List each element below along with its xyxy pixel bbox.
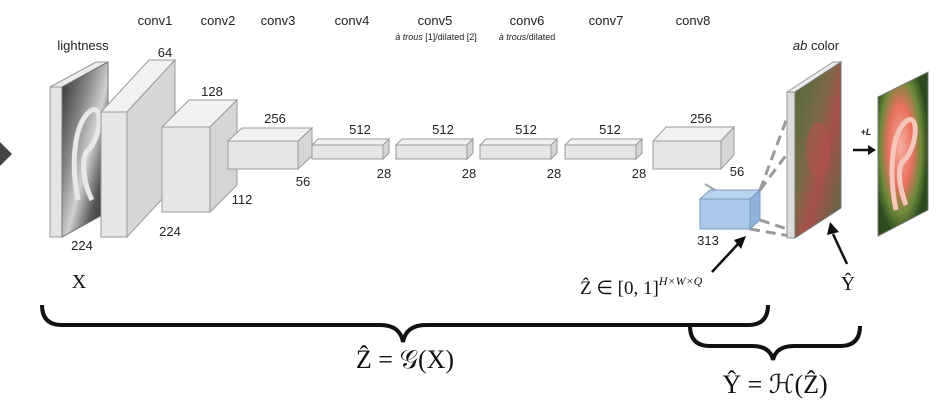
conv7-name: conv7 <box>589 13 624 28</box>
conv8-name: conv8 <box>676 13 711 28</box>
conv6-name: conv6 <box>510 13 545 28</box>
conv3-spatial: 56 <box>296 174 310 189</box>
y-arrow-line <box>831 233 849 265</box>
conv2-spatial: 112 <box>232 192 253 207</box>
conv5-block <box>394 137 475 161</box>
conv3-block <box>226 126 314 171</box>
ab-color-label: ab color <box>793 38 840 53</box>
input-size-label: 224 <box>71 238 93 253</box>
conv4-block <box>310 137 391 161</box>
conv6-note: à trous/dilated <box>499 32 556 42</box>
conv2-block <box>160 98 239 214</box>
conv6-block <box>478 137 559 161</box>
h-brace <box>688 325 862 361</box>
conv7-spatial: 28 <box>632 166 646 181</box>
y-arrow-icon <box>827 222 839 235</box>
conv5-spatial: 28 <box>462 166 476 181</box>
input-lightness-image <box>49 61 109 238</box>
output-distribution-block <box>698 188 762 231</box>
conv4-name: conv4 <box>335 13 370 28</box>
z-arrow-line <box>711 243 739 273</box>
output-channels: 313 <box>697 233 719 248</box>
conv1-channels: 64 <box>158 45 172 60</box>
conv7-block <box>563 137 644 161</box>
ab-color-image <box>785 61 843 239</box>
g-brace <box>40 304 770 343</box>
conv1-name: conv1 <box>138 13 173 28</box>
conv5-note: à trous [1]/dilated [2] <box>395 32 477 42</box>
h-formula: Ŷ = ℋ(Ẑ) <box>722 370 827 399</box>
conv8-spatial: 56 <box>730 164 744 179</box>
conv5-channels: 512 <box>432 122 454 137</box>
z-formula: Ẑ ∈ [0, 1]H×W×Q <box>580 274 703 299</box>
y-symbol: Ŷ <box>841 272 855 295</box>
conv7-channels: 512 <box>599 122 621 137</box>
conv5-name: conv5 <box>418 13 453 28</box>
conv8-block <box>651 125 736 171</box>
projection-dashes <box>749 109 792 238</box>
left-arrow-icon <box>0 142 12 166</box>
conv6-spatial: 28 <box>547 166 561 181</box>
conv3-channels: 256 <box>264 111 286 126</box>
conv8-channels: 256 <box>690 111 712 126</box>
conv6-channels: 512 <box>515 122 537 137</box>
plus-l-arrow-icon <box>868 145 876 155</box>
g-formula: Ẑ = 𝒢(X) <box>356 345 454 374</box>
conv1-spatial: 224 <box>159 224 181 239</box>
lightness-label: lightness <box>57 38 109 53</box>
final-color-image <box>877 71 929 237</box>
conv3-name: conv3 <box>261 13 296 28</box>
z-arrow-icon <box>734 236 746 249</box>
conv4-channels: 512 <box>349 122 371 137</box>
conv2-name: conv2 <box>201 13 236 28</box>
plus-l-label: +L <box>861 127 872 137</box>
conv2-channels: 128 <box>201 84 223 99</box>
conv4-spatial: 28 <box>377 166 391 181</box>
input-symbol: X <box>72 271 87 293</box>
